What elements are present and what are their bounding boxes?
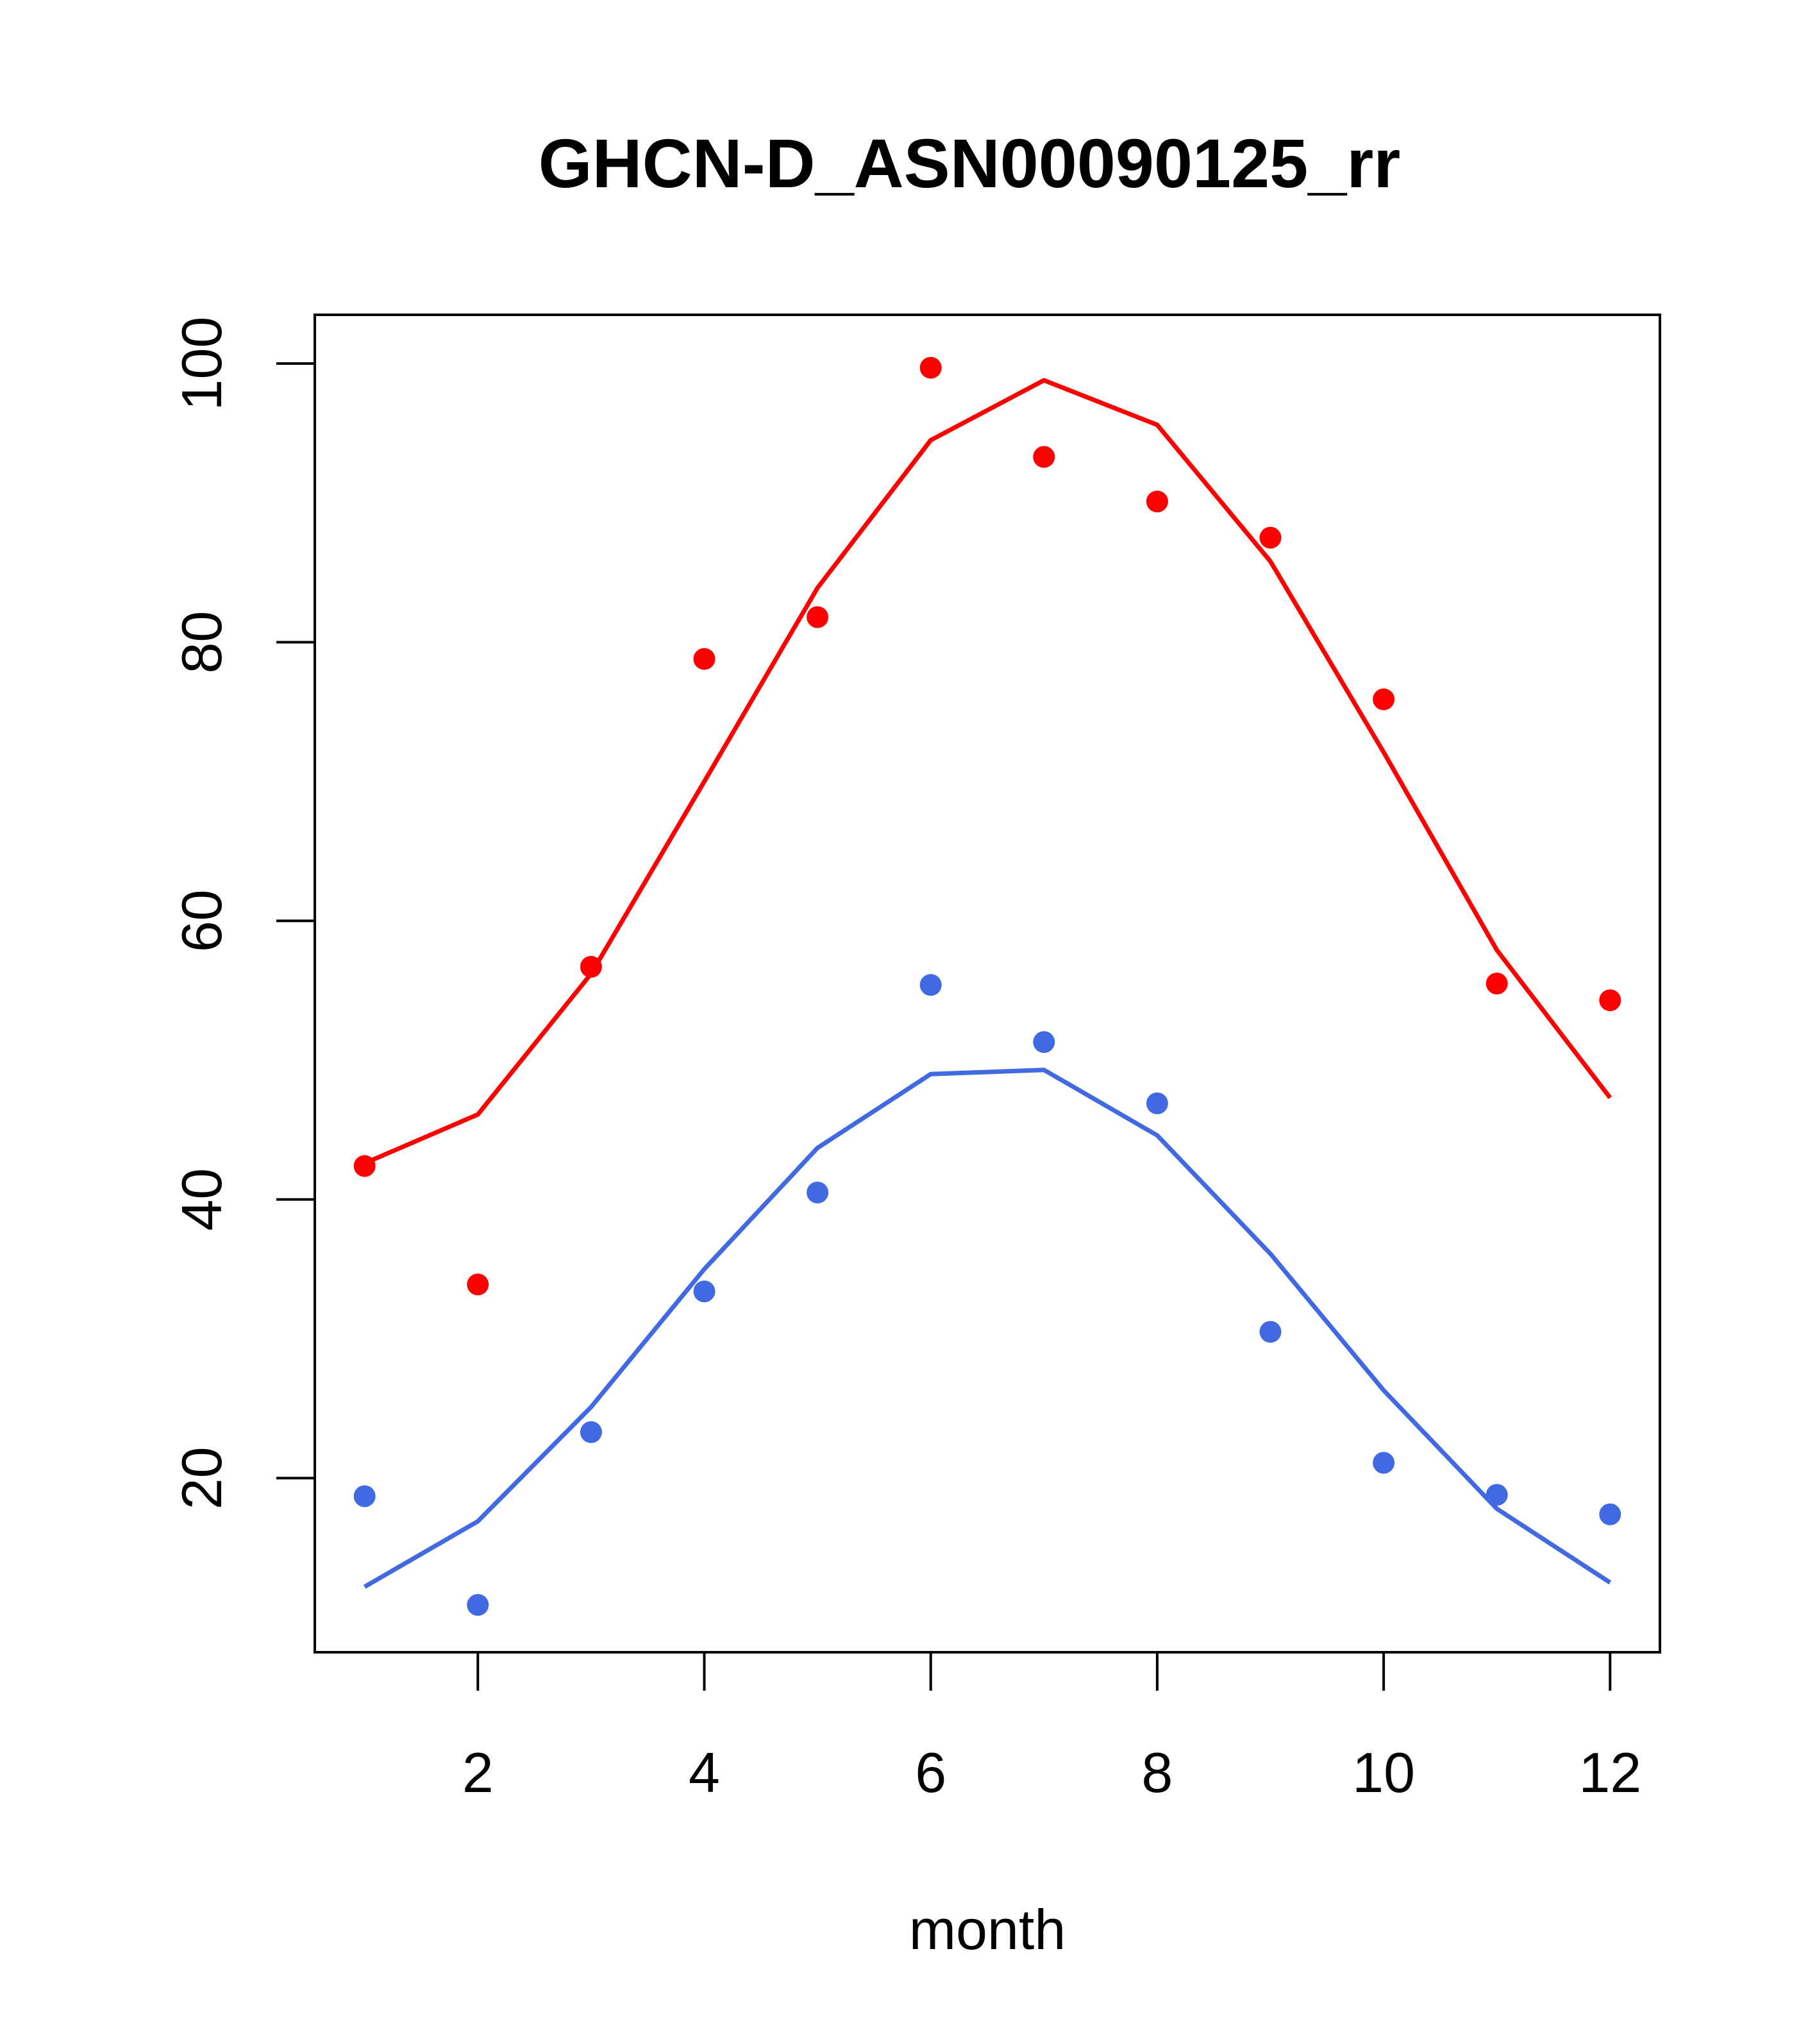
series-1-point: [1599, 989, 1621, 1012]
y-axis: 20 40 60 80 100: [170, 317, 315, 1509]
series-2-point: [1599, 1503, 1621, 1525]
series-1-fit-line: [364, 378, 1612, 1166]
y-tick-label: 60: [170, 889, 233, 952]
series-1-point: [1373, 688, 1395, 710]
series-1-point: [919, 356, 942, 379]
x-tick-label: 10: [1352, 1741, 1415, 1804]
x-tick-label: 2: [462, 1741, 494, 1804]
y-tick-label: 80: [170, 611, 233, 674]
series-2-fit-line: [363, 1068, 1612, 1589]
series-layer: [353, 356, 1621, 1616]
series-2-point: [1033, 1031, 1055, 1053]
series-1-point: [807, 606, 829, 628]
series-2-point: [1146, 1092, 1168, 1114]
series-2-point: [807, 1181, 829, 1203]
x-axis: 2 4 6 8 10 12: [462, 1652, 1641, 1804]
x-tick-label: 4: [689, 1741, 720, 1804]
series-1-point: [1486, 973, 1508, 994]
y-tick-label: 40: [170, 1168, 233, 1231]
series-2-point: [467, 1594, 489, 1616]
series-1-point: [353, 1155, 376, 1177]
series-2-point: [1259, 1321, 1282, 1343]
series-2-point: [1373, 1452, 1395, 1474]
x-tick-label: 8: [1141, 1741, 1173, 1804]
plot-frame: [314, 314, 1661, 1654]
series-1-point: [580, 955, 602, 978]
series-2-point: [580, 1421, 602, 1443]
series-2-point: [1486, 1484, 1508, 1506]
series-1-point: [1259, 526, 1282, 549]
series-1-point: [693, 648, 716, 670]
chart-title: GHCN-D_ASN00090125_rr: [539, 124, 1401, 202]
x-axis-label: month: [909, 1898, 1066, 1961]
series-1-point: [1146, 490, 1168, 513]
y-tick-label: 20: [170, 1446, 233, 1509]
x-tick-label: 6: [915, 1741, 946, 1804]
series-2-point: [919, 974, 942, 996]
y-tick-label: 100: [170, 317, 233, 411]
series-1-point: [1033, 446, 1055, 468]
series-1-point: [467, 1273, 489, 1296]
x-tick-label: 12: [1578, 1741, 1641, 1804]
series-2-point: [693, 1280, 716, 1303]
series-2-point: [353, 1485, 376, 1507]
